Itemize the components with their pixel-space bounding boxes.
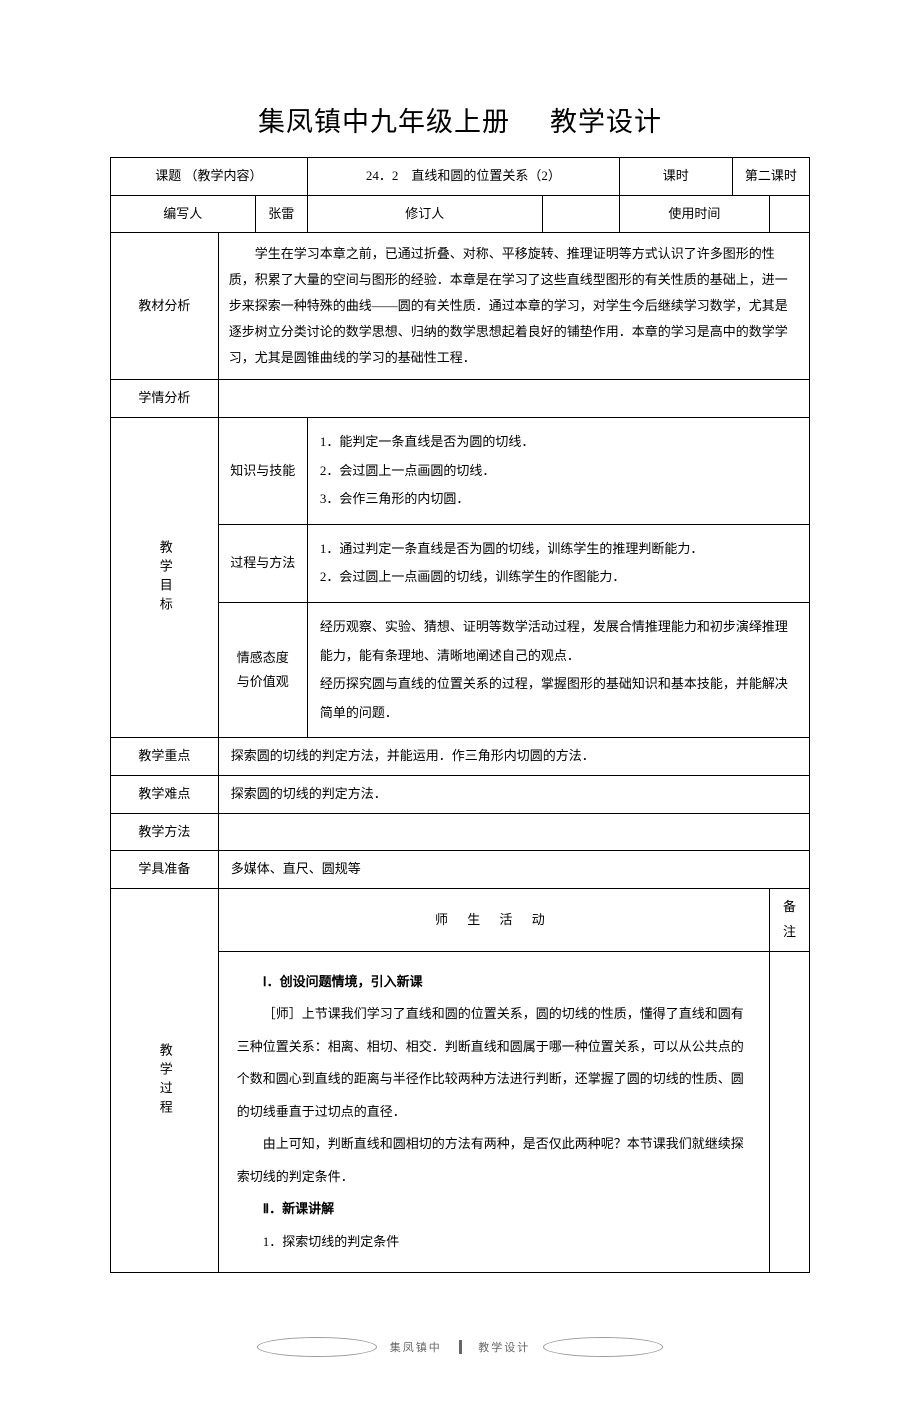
- knowledge-line: 2．会过圆上一点画圆的切线．: [320, 457, 797, 486]
- label-process-method: 过程与方法: [218, 524, 307, 602]
- label-topic: 课题 （教学内容）: [111, 158, 308, 196]
- table-row: 教学过程 师 生 活 动 备注: [111, 889, 810, 951]
- label-usetime: 使用时间: [619, 195, 769, 233]
- title-right: 教学设计: [550, 107, 662, 137]
- method-content: [218, 813, 809, 851]
- section-title: Ⅱ．新课讲解: [237, 1193, 751, 1226]
- label-textbook-analysis: 教材分析: [111, 233, 219, 380]
- label-tools: 学具准备: [111, 851, 219, 889]
- process-method-content: 1．通过判定一条直线是否为圆的切线，训练学生的推理判断能力． 2．会过圆上一点画…: [307, 524, 809, 602]
- label-emotion: 情感态度 与价值观: [218, 603, 307, 738]
- table-row: 教学重点 探索圆的切线的判定方法，并能运用．作三角形内切圆的方法．: [111, 738, 810, 776]
- knowledge-line: 1．能判定一条直线是否为圆的切线．: [320, 428, 797, 457]
- footer-right: 教学设计: [478, 1342, 530, 1354]
- table-row: 教学难点 探索圆的切线的判定方法．: [111, 776, 810, 814]
- footer-ellipse-icon: [543, 1337, 663, 1357]
- footer-divider-icon: [459, 1340, 462, 1354]
- lesson-plan-table: 课题 （教学内容） 24．2 直线和圆的位置关系（2） 课时 第二课时 编写人 …: [110, 157, 810, 1273]
- table-row: 教材分析 学生在学习本章之前，已通过折叠、对称、平移旋转、推理证明等方式认识了许…: [111, 233, 810, 380]
- process-sub: 1．探索切线的判定条件: [237, 1226, 751, 1259]
- process-line: 1．通过判定一条直线是否为圆的切线，训练学生的推理判断能力．: [320, 535, 797, 564]
- label-process: 教学过程: [111, 889, 219, 1273]
- emotion-content: 经历观察、实验、猜想、证明等数学活动过程，发展合情推理能力和初步演绎推理能力，能…: [307, 603, 809, 738]
- label-difficulty: 教学难点: [111, 776, 219, 814]
- page-footer: 集凤镇中 教学设计: [110, 1333, 810, 1361]
- writer-value: 张雷: [255, 195, 307, 233]
- difficulty-content: 探索圆的切线的判定方法．: [218, 776, 809, 814]
- table-row: 学情分析: [111, 380, 810, 418]
- student-analysis-content: [218, 380, 809, 418]
- label-beizhu: 备注: [770, 889, 810, 951]
- page-title: 集凤镇中九年级上册 教学设计: [110, 100, 810, 139]
- process-line: 2．会过圆上一点画圆的切线，训练学生的作图能力．: [320, 563, 797, 592]
- process-para: 由上可知，判断直线和圆相切的方法有两种，是否仅此两种呢？本节课我们就继续探索切线…: [237, 1128, 751, 1193]
- knowledge-content: 1．能判定一条直线是否为圆的切线． 2．会过圆上一点画圆的切线． 3．会作三角形…: [307, 418, 809, 525]
- emotion-line: 经历探究圆与直线的位置关系的过程，掌握图形的基础知识和基本技能，并能解决简单的问…: [320, 670, 797, 727]
- label-goals: 教学目标: [111, 418, 219, 738]
- keshi-value: 第二课时: [732, 158, 809, 196]
- beizhu-content: [770, 951, 810, 1273]
- process-para: ［师］上节课我们学习了直线和圆的位置关系，圆的切线的性质，懂得了直线和圆有三种位…: [237, 998, 751, 1128]
- usetime-value: [770, 195, 810, 233]
- table-row: 教学方法: [111, 813, 810, 851]
- footer-left: 集凤镇中: [390, 1342, 442, 1354]
- activity-header: 师 生 活 动: [218, 889, 769, 951]
- topic-value: 24．2 直线和圆的位置关系（2）: [307, 158, 619, 196]
- keypoint-content: 探索圆的切线的判定方法，并能运用．作三角形内切圆的方法．: [218, 738, 809, 776]
- emotion-line: 经历观察、实验、猜想、证明等数学活动过程，发展合情推理能力和初步演绎推理能力，能…: [320, 613, 797, 670]
- table-row: 编写人 张雷 修订人 使用时间: [111, 195, 810, 233]
- knowledge-line: 3．会作三角形的内切圆．: [320, 485, 797, 514]
- textbook-analysis-content: 学生在学习本章之前，已通过折叠、对称、平移旋转、推理证明等方式认识了许多图形的性…: [218, 233, 809, 380]
- process-content: Ⅰ．创设问题情境，引入新课 ［师］上节课我们学习了直线和圆的位置关系，圆的切线的…: [218, 951, 769, 1273]
- label-keshi: 课时: [619, 158, 732, 196]
- label-keypoint: 教学重点: [111, 738, 219, 776]
- title-left: 集凤镇中九年级上册: [258, 107, 510, 137]
- label-method: 教学方法: [111, 813, 219, 851]
- table-row: 课题 （教学内容） 24．2 直线和圆的位置关系（2） 课时 第二课时: [111, 158, 810, 196]
- label-student-analysis: 学情分析: [111, 380, 219, 418]
- table-row: 学具准备 多媒体、直尺、圆规等: [111, 851, 810, 889]
- label-writer: 编写人: [111, 195, 256, 233]
- footer-ellipse-icon: [257, 1337, 377, 1357]
- label-knowledge: 知识与技能: [218, 418, 307, 525]
- reviser-value: [542, 195, 619, 233]
- tools-content: 多媒体、直尺、圆规等: [218, 851, 809, 889]
- table-row: 教学目标 知识与技能 1．能判定一条直线是否为圆的切线． 2．会过圆上一点画圆的…: [111, 418, 810, 525]
- label-reviser: 修订人: [307, 195, 542, 233]
- section-title: Ⅰ．创设问题情境，引入新课: [237, 966, 751, 999]
